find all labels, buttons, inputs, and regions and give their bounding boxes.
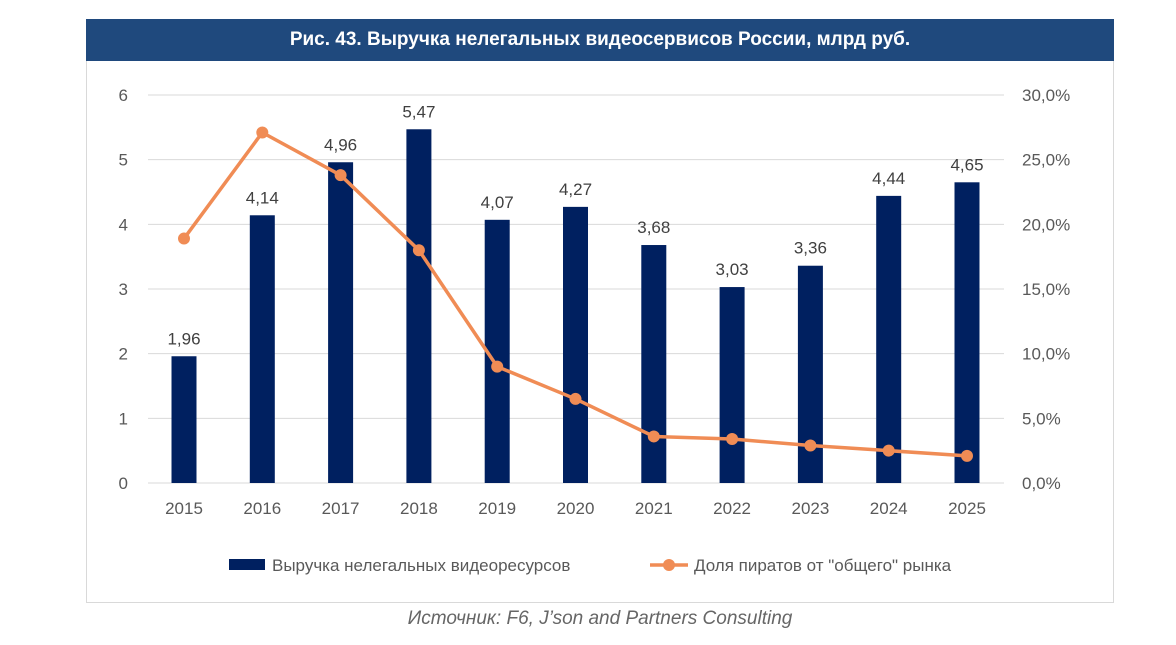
line-point: [726, 433, 739, 446]
line-point: [569, 392, 582, 405]
x-tick-label: 2020: [557, 499, 595, 518]
x-tick-label: 2018: [400, 499, 438, 518]
line-point: [491, 360, 504, 373]
bar: [563, 206, 588, 483]
line-point: [647, 430, 660, 443]
left-tick-label: 4: [119, 215, 128, 234]
legend-line-label: Доля пиратов от "общего" рынка: [694, 556, 952, 575]
left-tick-label: 5: [119, 151, 128, 170]
bar: [954, 182, 980, 484]
line-point: [804, 439, 817, 452]
bar-data-label: 4,65: [950, 155, 983, 174]
right-tick-label: 25,0%: [1022, 151, 1070, 170]
x-tick-label: 2024: [870, 499, 908, 518]
x-tick-label: 2022: [713, 499, 751, 518]
legend-bar-swatch: [229, 559, 265, 570]
right-tick-label: 10,0%: [1022, 345, 1070, 364]
bar: [719, 287, 745, 483]
x-tick-label: 2016: [243, 499, 281, 518]
bar-data-label: 3,36: [794, 239, 827, 258]
line-point: [412, 244, 425, 257]
legend-bar-label: Выручка нелегальных видеоресурсов: [272, 556, 570, 575]
x-tick-label: 2025: [948, 499, 986, 518]
left-tick-label: 2: [119, 345, 128, 364]
x-tick-label: 2021: [635, 499, 673, 518]
bar: [406, 129, 432, 484]
left-tick-label: 1: [119, 409, 128, 428]
bar: [249, 215, 275, 483]
left-tick-label: 3: [119, 280, 128, 299]
bar-data-label: 5,47: [402, 102, 435, 121]
bar-data-label: 4,96: [324, 135, 357, 154]
bar-data-label: 4,44: [872, 169, 905, 188]
right-tick-label: 15,0%: [1022, 280, 1070, 299]
x-tick-label: 2023: [791, 499, 829, 518]
bar: [171, 356, 197, 483]
x-tick-label: 2019: [478, 499, 516, 518]
chart-source: Источник: F6, J’son and Partners Consult…: [407, 608, 793, 629]
line-point: [882, 444, 895, 457]
line-point: [334, 169, 347, 182]
x-tick-label: 2015: [165, 499, 203, 518]
bar: [641, 245, 667, 483]
bar-data-label: 4,07: [481, 193, 514, 212]
line-point: [961, 449, 973, 462]
line-point: [178, 232, 190, 245]
right-tick-label: 20,0%: [1022, 215, 1070, 234]
x-tick-label: 2017: [322, 499, 360, 518]
bar-data-label: 1,96: [167, 329, 200, 348]
right-tick-label: 30,0%: [1022, 86, 1070, 105]
right-tick-label: 0,0%: [1022, 474, 1061, 493]
chart-title: Рис. 43. Выручка нелегальных видеосервис…: [86, 19, 1114, 61]
left-tick-label: 6: [119, 86, 128, 105]
left-tick-label: 0: [119, 474, 128, 493]
bar-data-label: 3,68: [637, 218, 670, 237]
bar-data-label: 3,03: [716, 260, 749, 279]
line-point: [256, 126, 269, 139]
bar-data-label: 4,14: [246, 188, 279, 207]
bar-data-label: 4,27: [559, 180, 592, 199]
legend-line-marker: [663, 559, 675, 571]
right-tick-label: 5,0%: [1022, 409, 1061, 428]
bar: [876, 195, 902, 483]
bar: [328, 162, 354, 483]
